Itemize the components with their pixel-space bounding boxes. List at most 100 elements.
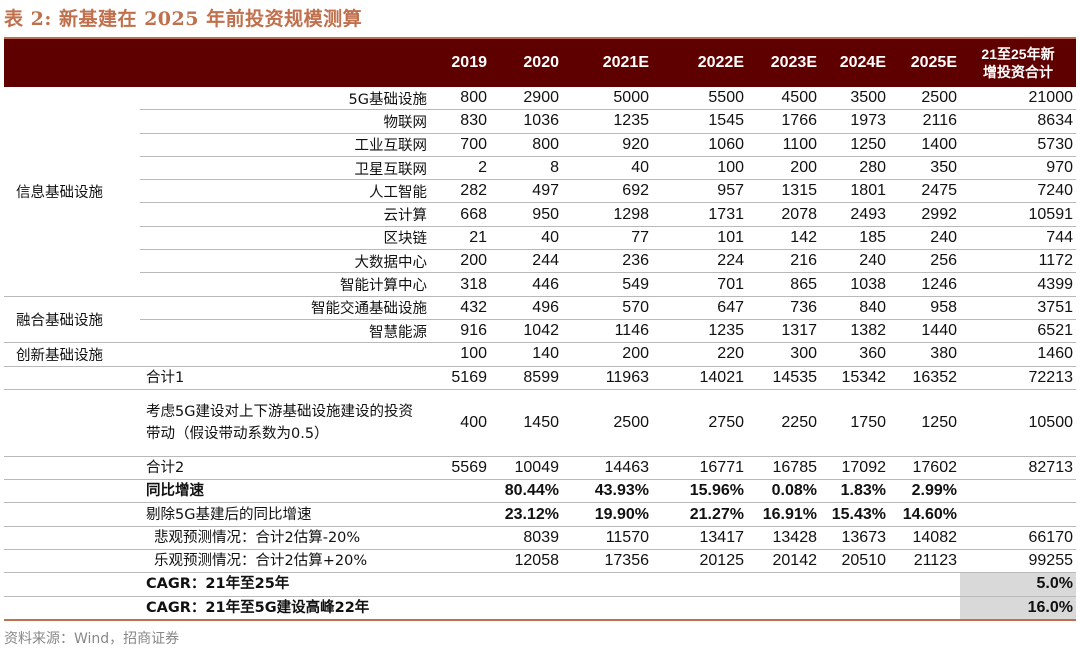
cell-value: 20142 (747, 549, 820, 574)
cell-value: 1036 (490, 109, 562, 134)
cell-value: 957 (652, 179, 747, 204)
category-label: 创新基础设施 (4, 342, 140, 367)
cell-value: 101 (652, 226, 747, 251)
cell-value (430, 572, 490, 597)
cell-value: 82713 (960, 456, 1076, 481)
cell-value: 2116 (889, 109, 960, 134)
cell-value: 99255 (960, 549, 1076, 574)
cell-value: 2250 (747, 389, 820, 457)
cell-value: 1545 (652, 109, 747, 134)
cell-value: 20510 (820, 549, 889, 574)
cell-value (747, 596, 820, 621)
column-header: 2025E (889, 37, 960, 87)
cell-value: 4500 (747, 87, 820, 111)
cell-value: 15342 (820, 366, 889, 390)
cell-value: 830 (430, 109, 490, 134)
table-row: 融合基础设施 智能交通基础设施 432 496 570 647 736 840 958 3751 (4, 296, 1076, 344)
blank-cell (4, 479, 140, 504)
cell-value (820, 596, 889, 621)
cell-value: 736 (747, 296, 820, 320)
cell-value: 350 (889, 156, 960, 181)
cell-value: 2.99% (889, 479, 960, 504)
cell-value: 11570 (562, 526, 652, 551)
row-label: 合计2 (140, 456, 430, 481)
table-row: 同比增速 80.44% 43.93% 15.96% 0.08% 1.83% 2.99% (4, 479, 1076, 504)
cell-value: 23.12% (490, 502, 562, 527)
cell-value (562, 596, 652, 621)
cell-value: 5.0% (960, 572, 1076, 597)
cell-value: 950 (490, 202, 562, 227)
cell-value: 1146 (562, 319, 652, 344)
cell-value: 1382 (820, 319, 889, 344)
cell-value: 570 (562, 296, 652, 320)
cell-value: 647 (652, 296, 747, 320)
category-label: 融合基础设施 (4, 296, 140, 344)
cell-value: 200 (562, 342, 652, 367)
blank-cell (4, 456, 140, 481)
cell-value: 15.96% (652, 479, 747, 504)
cell-value (652, 596, 747, 621)
category-label: 信息基础设施 (4, 87, 140, 297)
cell-value: 970 (960, 156, 1076, 181)
cell-value: 17092 (820, 456, 889, 481)
cell-value (820, 572, 889, 597)
cell-value: 16352 (889, 366, 960, 390)
cell-value (889, 572, 960, 597)
cell-value: 10049 (490, 456, 562, 481)
cell-value: 1038 (820, 272, 889, 297)
cell-value: 20125 (652, 549, 747, 574)
cell-value: 240 (889, 226, 960, 251)
cell-value: 432 (430, 296, 490, 320)
cell-value: 8039 (490, 526, 562, 551)
row-label: 卫星互联网 (140, 156, 430, 181)
cell-value: 8634 (960, 109, 1076, 134)
table-row: 考虑5G建设对上下游基础设施建设的投资带动（假设带动系数为0.5） 400 1450… (4, 389, 1076, 457)
cell-value (430, 526, 490, 551)
cell-value: 1315 (747, 179, 820, 204)
row-label: CAGR：21年至25年 (140, 572, 430, 597)
cell-value: 13673 (820, 526, 889, 551)
cell-value: 14021 (652, 366, 747, 390)
cell-value (430, 549, 490, 574)
cell-value: 16.91% (747, 502, 820, 527)
cell-value: 14463 (562, 456, 652, 481)
row-label: 工业互联网 (140, 133, 430, 157)
cell-value: 21000 (960, 87, 1076, 111)
cell-value: 1298 (562, 202, 652, 227)
cell-value: 16.0% (960, 596, 1076, 621)
cell-value: 800 (430, 87, 490, 111)
table-row: 大数据中心 200 244 236 224 216 240 256 1172 (4, 249, 1076, 274)
row-label: 剔除5G基建后的同比增速 (140, 502, 430, 527)
table-row: 工业互联网 700 800 920 1060 1100 1250 1400 5730 (4, 133, 1076, 157)
cell-value: 1172 (960, 249, 1076, 274)
cell-value: 236 (562, 249, 652, 274)
cell-value: 2493 (820, 202, 889, 227)
blank-cell (4, 502, 140, 527)
table-row: CAGR：21年至5G建设高峰22年 16.0% (4, 596, 1076, 621)
cell-value: 142 (747, 226, 820, 251)
cell-value: 1750 (820, 389, 889, 457)
table-title: 表 2: 新基建在 2025 年前投资规模测算 (4, 8, 363, 30)
cell-value: 360 (820, 342, 889, 367)
cell-value: 6521 (960, 319, 1076, 344)
row-label: 合计1 (140, 366, 430, 390)
cell-value (490, 596, 562, 621)
cell-value: 10591 (960, 202, 1076, 227)
cell-value: 282 (430, 179, 490, 204)
cell-value: 4399 (960, 272, 1076, 297)
cell-value: 1400 (889, 133, 960, 157)
cell-value: 916 (430, 319, 490, 344)
cell-value: 2475 (889, 179, 960, 204)
row-label: 乐观预测情况：合计2估算+20% (140, 549, 430, 574)
cell-value: 1250 (820, 133, 889, 157)
cell-value: 80.44% (490, 479, 562, 504)
cell-value: 21123 (889, 549, 960, 574)
cell-value: 400 (430, 389, 490, 457)
row-label: 智能交通基础设施 (140, 296, 430, 320)
cell-value: 17602 (889, 456, 960, 481)
cell-value: 497 (490, 179, 562, 204)
cell-value: 40 (490, 226, 562, 251)
cell-value: 1100 (747, 133, 820, 157)
cell-value: 280 (820, 156, 889, 181)
cell-value: 5000 (562, 87, 652, 111)
